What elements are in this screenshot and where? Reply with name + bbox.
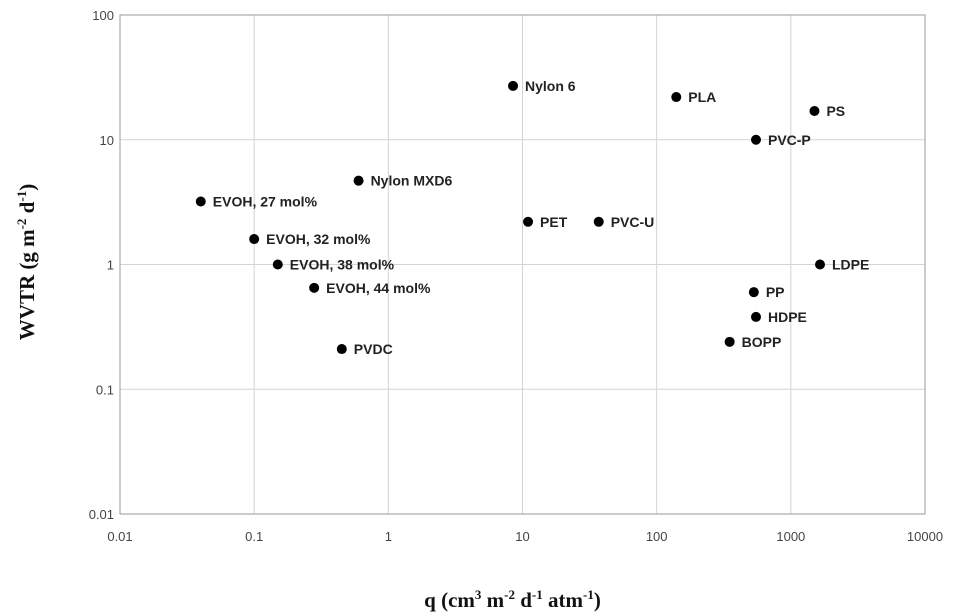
y-tick-label: 10 [100,133,114,148]
y-tick-label: 1 [107,258,114,273]
y-tick-label: 100 [92,8,114,23]
data-point [750,134,761,145]
data-point-label: PVC-P [768,132,811,148]
data-point [195,196,206,207]
x-axis-title: q (cm3 m-2 d-1 atm-1) [424,587,601,612]
grid-lines [119,14,926,515]
data-point-label: EVOH, 44 mol% [326,280,431,296]
y-axis-title: WVTR (g m-2 d-1) [14,184,39,340]
y-axis-ticks: 0.01 0.1 1 10 100 [89,8,114,522]
data-point [336,344,347,355]
data-point [353,175,364,186]
y-tick-label: 0.1 [96,382,114,397]
x-tick-label: 1 [385,529,392,544]
data-point [523,216,534,227]
data-point-label: Nylon MXD6 [371,173,453,189]
data-point [593,216,604,227]
data-point-label: PVDC [354,341,393,357]
data-point [272,259,283,270]
data-point-label: EVOH, 27 mol% [213,193,318,209]
data-point [815,259,826,270]
x-tick-label: 100 [646,529,668,544]
data-point-label: BOPP [742,334,782,350]
data-point-label: Nylon 6 [525,78,576,94]
data-point-label: PS [826,103,845,119]
data-point-label: PET [540,214,568,230]
y-tick-label: 0.01 [89,507,114,522]
data-point [748,287,759,298]
x-tick-label: 10 [515,529,529,544]
plot-frame [119,14,926,515]
data-point-label: PLA [688,89,716,105]
data-point-label: EVOH, 32 mol% [266,231,371,247]
data-point [671,92,682,103]
data-point-label: PP [766,284,785,300]
data-point-label: LDPE [832,257,869,273]
data-points [195,80,826,355]
data-point-label: HDPE [768,309,807,325]
data-point [750,311,761,322]
x-tick-label: 1000 [776,529,805,544]
data-point-label: PVC-U [611,214,655,230]
x-axis-ticks: 0.01 0.1 1 10 100 1000 10000 [107,529,943,544]
data-labels: EVOH, 27 mol% EVOH, 32 mol% EVOH, 38 mol% E… [213,78,870,357]
x-tick-label: 10000 [907,529,943,544]
data-point [309,282,320,293]
data-point [724,336,735,347]
data-point [249,234,260,245]
data-point [508,80,519,91]
data-point [809,106,820,117]
x-tick-label: 0.01 [107,529,132,544]
data-point-label: EVOH, 38 mol% [290,257,395,273]
x-tick-label: 0.1 [245,529,263,544]
